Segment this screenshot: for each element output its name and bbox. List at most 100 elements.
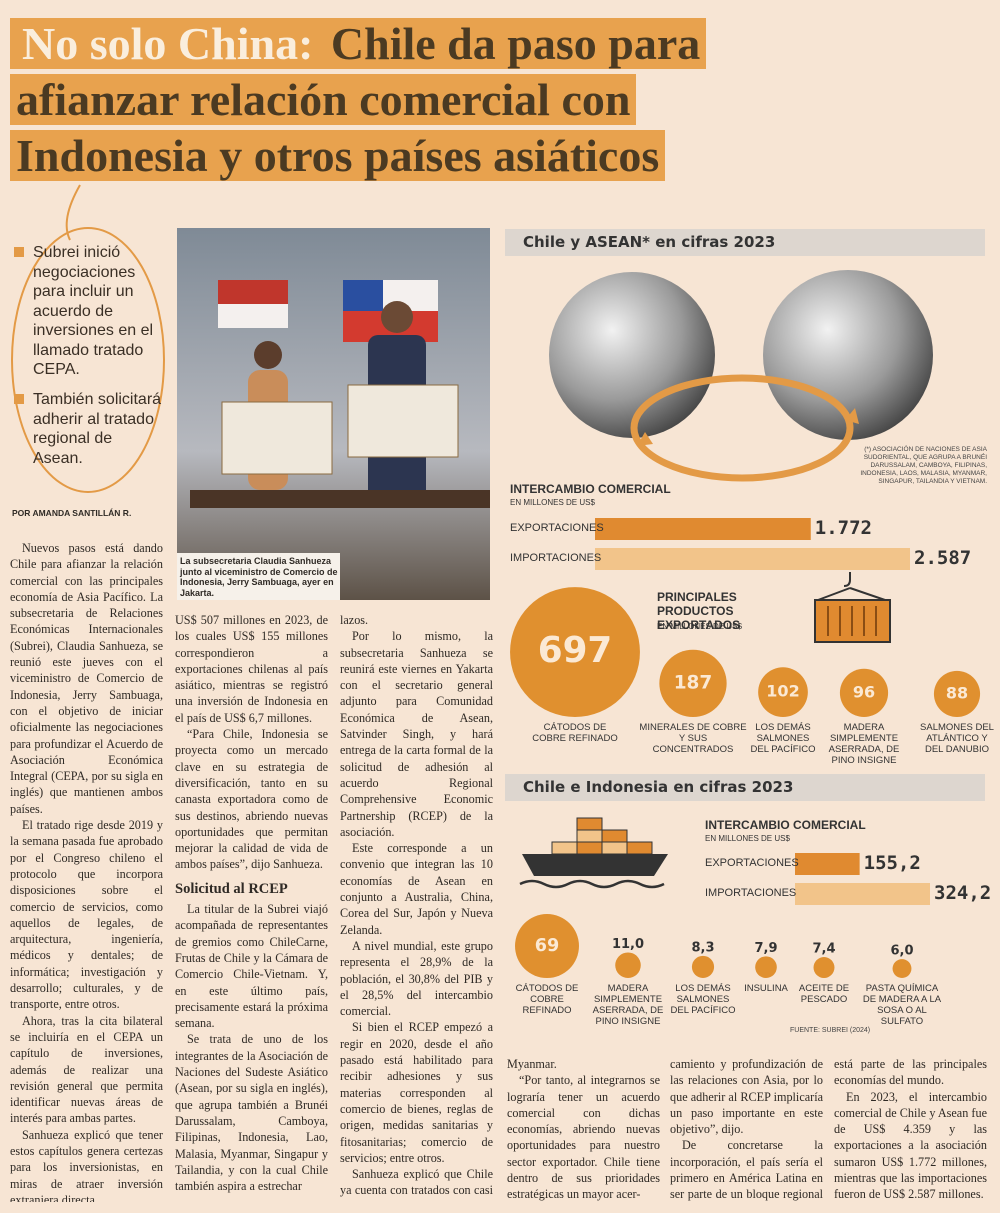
article-column: está parte de las principales economías … <box>834 1056 987 1206</box>
category-label: MADERA SIMPLEMENTE ASERRADA, DE PINO INS… <box>592 983 664 1027</box>
bullet: También solicitará adherir al tratado re… <box>33 391 162 467</box>
bubble <box>510 587 640 717</box>
value-label: 69 <box>535 936 559 956</box>
paragraph: Este corresponde a un convenio que integ… <box>340 841 493 937</box>
bubble <box>515 914 579 978</box>
value-label: 155,2 <box>863 852 921 874</box>
article-column: camiento y profundización de las relacio… <box>670 1056 823 1206</box>
category-label: MINERALES DE COBRE Y SUS CONCENTRADOS <box>639 722 747 755</box>
value-label: 2.587 <box>914 547 972 569</box>
headline: No solo China: Chile da paso para <box>10 18 707 70</box>
section-header: Chile y ASEAN* en cifras 2023 <box>505 229 985 256</box>
paragraph: Se trata de uno de los integrantes de la… <box>175 1032 328 1194</box>
headline-line: Chile da paso para <box>330 18 701 69</box>
paragraph: En 2023, el intercambio comercial de Chi… <box>834 1089 987 1202</box>
paragraph: Sanhueza explicó que tener estos capítul… <box>10 1127 163 1202</box>
headline-line: afianzar relación comercial con <box>10 74 637 125</box>
value-label: 96 <box>853 682 875 701</box>
bar <box>595 518 811 540</box>
category-label: MADERA SIMPLEMENTE ASERRADA, DE PINO INS… <box>828 722 900 766</box>
headline: Indonesia y otros países asiáticos <box>10 130 666 182</box>
value-label: 7,4 <box>812 942 835 957</box>
paragraph: La titular de la Subrei viajó acompañada… <box>175 902 328 1031</box>
value-label: 7,9 <box>754 941 777 956</box>
value-label: 1.772 <box>814 517 872 539</box>
bullet-icon <box>14 247 24 257</box>
section-header: Chile e Indonesia en cifras 2023 <box>505 774 985 801</box>
article-column: Myanmar. “Por tanto, al integrarnos se lo… <box>507 1056 660 1206</box>
category-label: LOS DEMÁS SALMONES DEL PACÍFICO <box>750 722 816 755</box>
category-label: SALMONES DEL ATLÁNTICO Y DEL DANUBIO <box>920 722 994 755</box>
byline: POR AMANDA SANTILLÁN R. <box>12 508 132 518</box>
container-icon <box>814 572 891 643</box>
value-label: 88 <box>946 683 968 702</box>
paragraph: “Para Chile, Indonesia se proyecta como … <box>175 727 328 872</box>
bubble <box>892 959 912 978</box>
chart-title: INTERCAMBIO COMERCIAL <box>705 818 866 832</box>
headline-line: Indonesia y otros países asiáticos <box>10 130 666 181</box>
value-label: 11,0 <box>612 937 644 952</box>
category-label: CÁTODOS DE COBRE REFINADO <box>532 722 618 744</box>
source: FUENTE: SUBREI (2024) <box>790 1027 871 1034</box>
paragraph: A nivel mundial, este grupo representa e… <box>340 938 493 1019</box>
chart-title: INTERCAMBIO COMERCIAL <box>510 482 671 496</box>
bubble <box>691 955 715 978</box>
value-label: 187 <box>674 672 713 693</box>
value-label: 8,3 <box>691 940 714 955</box>
article-column: lazos. Por lo mismo, la subsecretaria San… <box>340 612 493 1202</box>
paragraph: Nuevos pasos está dando Chile para afian… <box>10 541 163 816</box>
paragraph: Por lo mismo, la subsecretaria Sanhueza … <box>340 629 493 839</box>
category-label: IMPORTACIONES <box>510 552 602 564</box>
category-label: IMPORTACIONES <box>705 887 797 899</box>
category-label: ACEITE DE PESCADO <box>798 983 850 1005</box>
value-label: 6,0 <box>890 944 913 959</box>
decor-stroke <box>65 184 81 241</box>
bullet: Subrei inició negociaciones para incluir… <box>33 244 154 378</box>
paragraph: “Por tanto, al integrarnos se lograría t… <box>507 1073 660 1202</box>
photo-caption: La subsecretaria Claudia Sanhueza junto … <box>180 556 338 598</box>
category-label: INSULINA <box>744 983 788 994</box>
category-label: CÁTODOS DE COBRE REFINADO <box>515 983 579 1016</box>
paragraph: camiento y profundización de las relacio… <box>670 1057 823 1137</box>
paragraph: Ahora, tras la cita bilateral se incluir… <box>10 1013 163 1126</box>
ship-icon <box>519 817 668 889</box>
bubble <box>615 952 641 979</box>
paragraph: lazos. <box>340 613 369 627</box>
paragraph: US$ 507 millones en 2023, de los cuales … <box>175 613 328 725</box>
globes <box>549 270 933 482</box>
category-label: LOS DEMÁS SALMONES DEL PACÍFICO <box>670 983 736 1016</box>
category-label: EXPORTACIONES <box>705 857 799 869</box>
paragraph: De concretarse la incorporación, el país… <box>670 1138 823 1206</box>
value-label: 102 <box>766 682 799 701</box>
category-label: PASTA QUÍMICA DE MADERA A LA SOSA O AL S… <box>862 983 942 1027</box>
bubble <box>933 670 981 717</box>
headline-kicker: No solo China: <box>16 18 320 69</box>
paragraph: Myanmar. <box>507 1057 557 1071</box>
paragraph: está parte de las principales economías … <box>834 1057 987 1088</box>
category-label: EXPORTACIONES <box>510 522 604 534</box>
bullet-icon <box>14 394 24 404</box>
paragraph: Sanhueza explicó que Chile ya cuenta con… <box>340 1167 493 1202</box>
value-label: 324,2 <box>934 882 992 904</box>
article-column: US$ 507 millones en 2023, de los cuales … <box>175 612 328 1202</box>
chart-subtitle: EN MILLONES DE US$ <box>510 498 595 507</box>
chart-subtitle: EN MILLONES DE US$ <box>705 834 790 843</box>
footnote: (*) ASOCIACIÓN DE NACIONES DE ASIA SUDOR… <box>860 446 987 485</box>
decor-oval <box>11 227 165 493</box>
headline: afianzar relación comercial con <box>10 74 637 126</box>
bar <box>795 853 860 875</box>
chart-subtitle: EN MILLONES DE US$ <box>657 622 742 631</box>
value-label: 697 <box>538 630 613 671</box>
bubble <box>659 649 727 717</box>
bar <box>595 548 910 570</box>
bar <box>795 883 930 905</box>
bubble <box>758 667 808 717</box>
photo <box>177 228 490 600</box>
bubble <box>755 956 777 978</box>
bubble <box>813 957 835 978</box>
bubble <box>839 668 889 717</box>
paragraph: El tratado rige desde 2019 y la semana p… <box>10 818 163 1012</box>
chart-title: PRINCIPALES PRODUCTOS EXPORTADOS <box>657 590 741 632</box>
